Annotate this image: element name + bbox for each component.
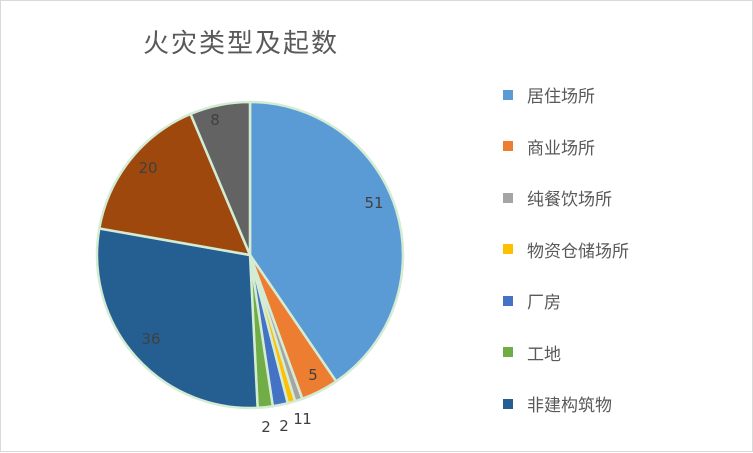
data-label: 51	[364, 194, 383, 212]
legend-swatch	[503, 244, 513, 255]
chart-legend: 居住场所商业场所纯餐饮场所物资仓储场所 厂房工地非建构筑物	[503, 69, 743, 430]
legend-item: 居住场所	[503, 69, 743, 121]
legend-swatch	[503, 192, 513, 203]
pie-slice	[97, 112, 253, 257]
legend-label: 厂房	[527, 293, 561, 314]
data-label: 2	[279, 417, 289, 435]
chart-title: 火灾类型及起数	[143, 29, 340, 59]
legend-item: 厂房	[503, 275, 743, 327]
data-label: 20	[138, 159, 157, 177]
pie-slice	[248, 100, 405, 384]
legend-label: 纯餐饮场所	[527, 190, 612, 211]
legend-item: 非建构筑物	[503, 378, 743, 430]
data-label: 2	[261, 418, 271, 436]
legend-item: 纯餐饮场所	[503, 172, 743, 224]
legend-item: 工地	[503, 327, 743, 379]
pie-slice	[95, 226, 259, 410]
legend-label: 非建构筑物	[527, 396, 612, 417]
data-label: 5	[308, 366, 318, 384]
legend-item: 商业场所	[503, 121, 743, 173]
legend-swatch	[503, 295, 513, 306]
legend-label: 工地	[527, 344, 561, 365]
legend-item: 物资仓储场所	[503, 224, 743, 276]
data-label: 36	[141, 330, 160, 348]
data-label: 1	[293, 410, 303, 428]
legend-swatch	[503, 89, 513, 100]
legend-swatch	[503, 347, 513, 358]
legend-label: 居住场所	[527, 87, 595, 108]
legend-swatch	[503, 398, 513, 409]
legend-label: 物资仓储场所	[527, 241, 629, 262]
legend-swatch	[503, 141, 513, 152]
data-label: 1	[302, 410, 312, 428]
data-label: 8	[210, 111, 220, 129]
legend-label: 商业场所	[527, 138, 595, 159]
pie-slice	[188, 100, 252, 256]
